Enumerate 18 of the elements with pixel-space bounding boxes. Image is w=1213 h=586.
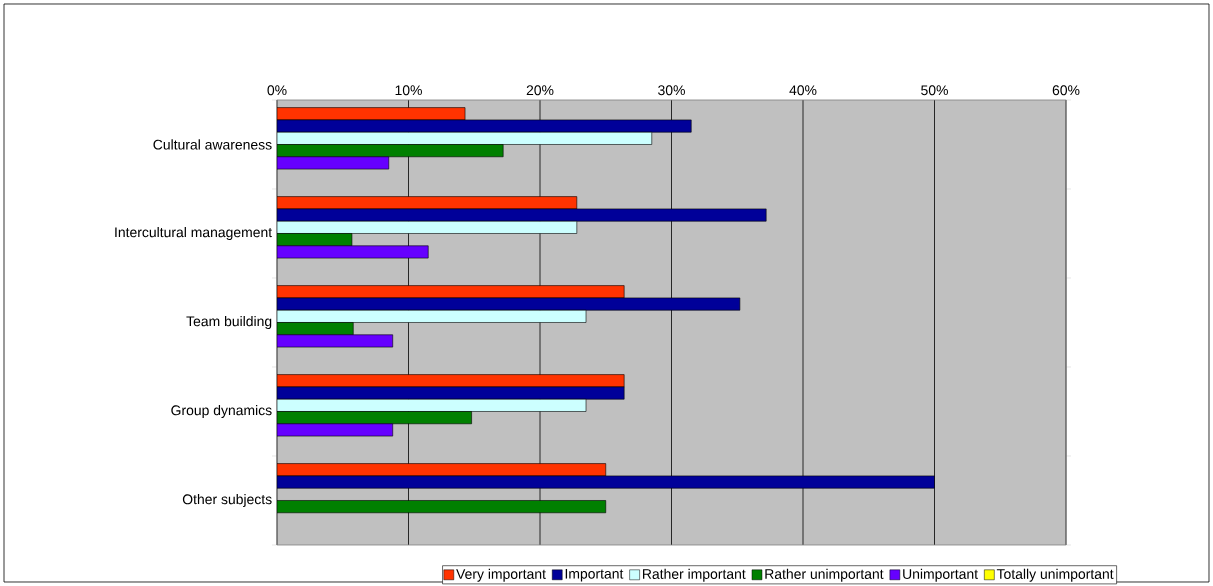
legend-label: Rather important xyxy=(643,568,746,582)
x-tick-label: 60% xyxy=(1052,85,1080,96)
y-tick-label: Group dynamics xyxy=(171,404,272,418)
x-tick-label: 0% xyxy=(267,85,287,96)
legend-label: Totally unimportant xyxy=(996,568,1114,582)
x-tick-label: 30% xyxy=(658,85,685,96)
y-tick-label: Other subjects xyxy=(182,493,272,507)
legend-label: Important xyxy=(565,568,624,582)
x-tick-label: 20% xyxy=(526,85,554,96)
x-tick-label: 40% xyxy=(789,85,817,96)
y-tick-label: Intercultural management xyxy=(115,226,273,240)
y-tick-label: Team building xyxy=(186,315,272,329)
legend-label: Rather unimportant xyxy=(765,568,884,582)
legend-label: Unimportant xyxy=(903,568,978,582)
x-tick-label: 50% xyxy=(921,85,948,96)
y-tick-label: Cultural awareness xyxy=(153,139,272,150)
legend-label: Very important xyxy=(456,568,546,582)
x-tick-label: 10% xyxy=(395,85,422,96)
